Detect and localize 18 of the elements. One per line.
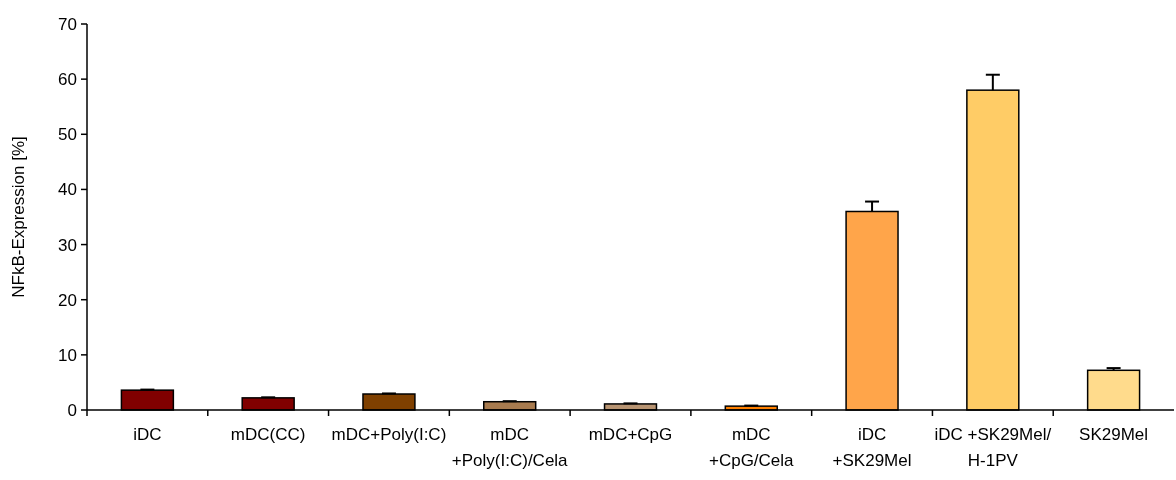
x-tick-label: SK29Mel xyxy=(1079,425,1149,444)
x-tick-label: iDC xyxy=(133,425,162,444)
y-tick-label: 10 xyxy=(58,345,77,365)
x-tick-label: mDC+CpG xyxy=(588,425,673,444)
y-axis-title: NFkB-Expression [%] xyxy=(9,136,28,298)
x-tick-label: iDC +SK29Mel xyxy=(832,425,912,470)
y-tick-label: 50 xyxy=(58,125,77,145)
y-tick-label: 0 xyxy=(67,400,77,420)
x-tick-label: mDC +Poly(I:C)/Cela xyxy=(451,425,569,470)
y-tick-label: 30 xyxy=(58,235,77,255)
y-tick-label: 60 xyxy=(58,70,77,90)
y-tick-label: 20 xyxy=(58,290,77,310)
x-tick-label: mDC+Poly(I:C) xyxy=(331,425,447,444)
y-tick-label: 40 xyxy=(58,180,77,200)
x-tick-label: iDC +SK29Mel/ H-1PV xyxy=(934,425,1052,470)
y-tick-label: 70 xyxy=(58,14,77,34)
x-tick-label: mDC +CpG/Cela xyxy=(708,425,795,470)
x-tick-label: mDC(CC) xyxy=(230,425,306,444)
